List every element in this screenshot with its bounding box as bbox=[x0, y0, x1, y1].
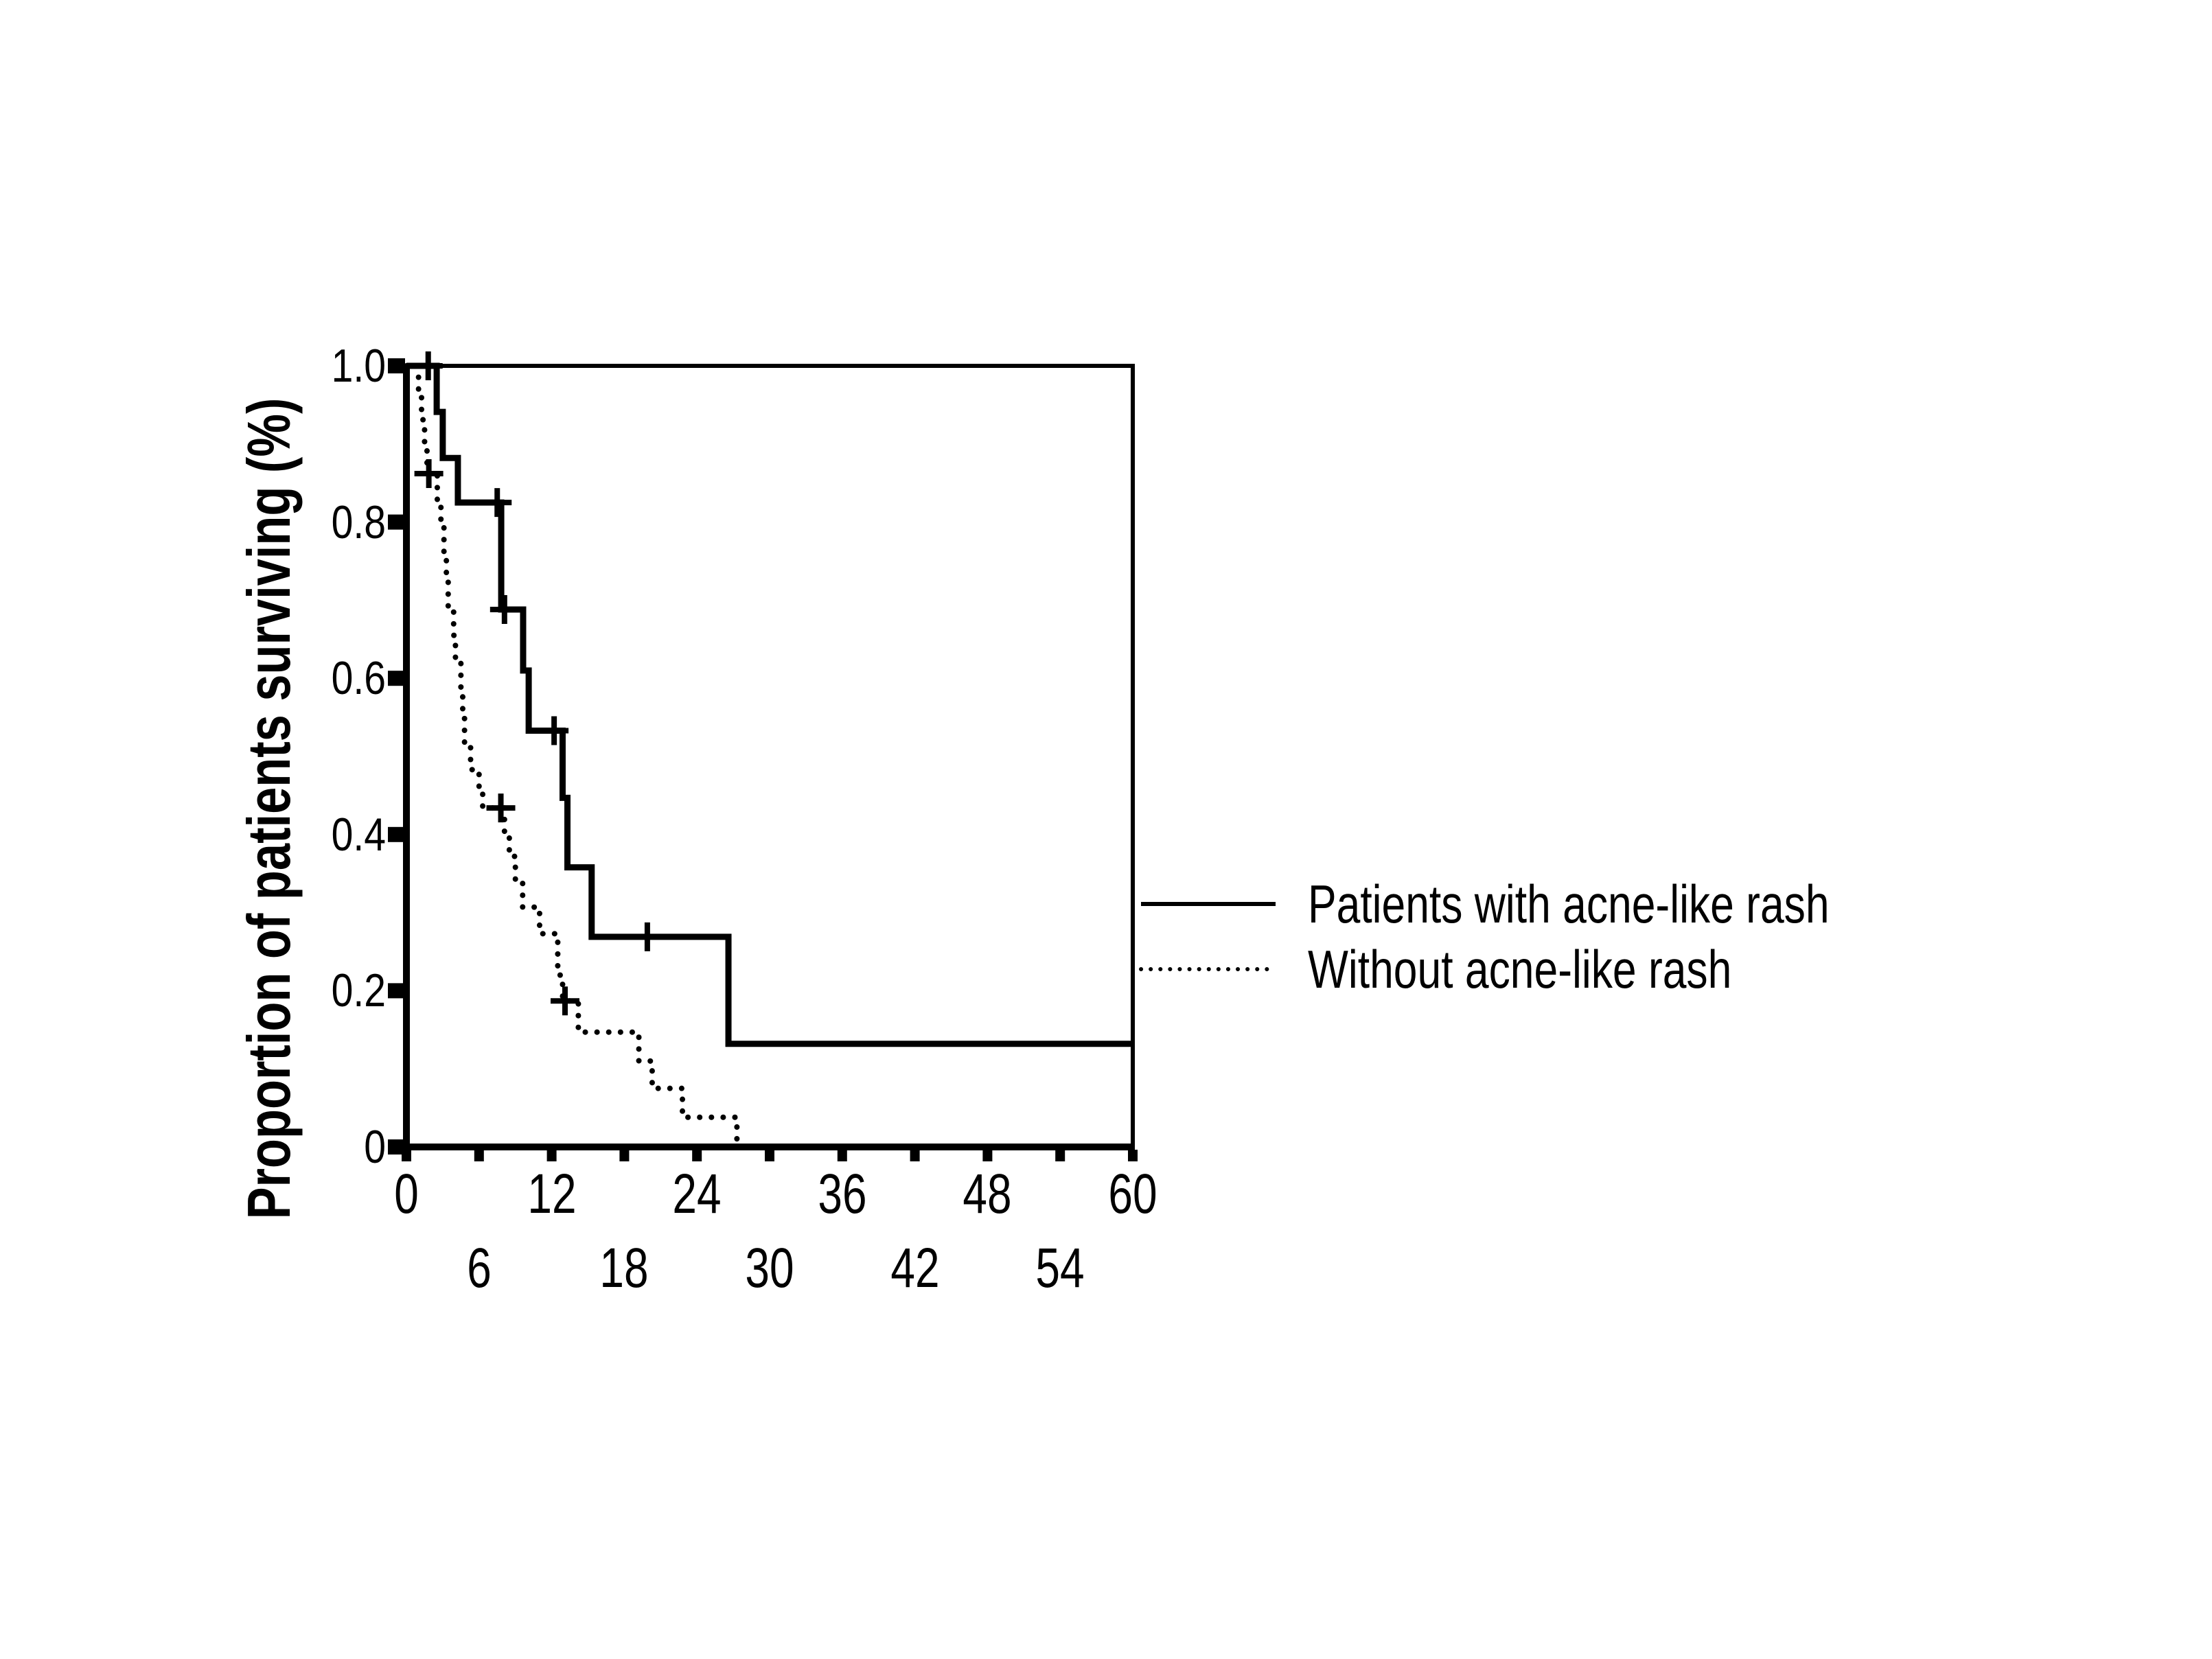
y-tick-label: 0.4 bbox=[331, 808, 386, 861]
x-tick-label: 48 bbox=[963, 1163, 1012, 1225]
y-tick-mark bbox=[388, 358, 405, 373]
x-tick-label: 30 bbox=[745, 1237, 794, 1299]
x-tick-label: 12 bbox=[527, 1163, 577, 1225]
y-tick-mark bbox=[388, 983, 405, 999]
plot-frame bbox=[404, 364, 1135, 1149]
y-tick-mark bbox=[388, 1139, 405, 1155]
y-tick-mark bbox=[388, 514, 405, 530]
x-tick-label: 42 bbox=[890, 1237, 940, 1299]
censor-tick-solid bbox=[489, 595, 519, 625]
x-tick-label: 6 bbox=[467, 1237, 492, 1299]
censor-tick-solid bbox=[632, 922, 662, 951]
x-tick-label: 18 bbox=[599, 1237, 649, 1299]
y-tick-mark bbox=[388, 671, 405, 686]
y-tick-label: 0.2 bbox=[331, 964, 386, 1017]
y-tick-label: 1.0 bbox=[331, 340, 386, 392]
y-tick-label: 0.8 bbox=[331, 496, 386, 548]
legend-item-with-rash-label: Patients with acne-like rash bbox=[1308, 874, 1830, 934]
x-tick-mark bbox=[692, 1150, 702, 1161]
x-tick-label: 54 bbox=[1035, 1237, 1085, 1299]
series-curve-solid bbox=[406, 362, 1133, 1047]
x-tick-mark bbox=[982, 1150, 993, 1161]
x-tick-label: 24 bbox=[672, 1163, 722, 1225]
censor-tick-solid bbox=[540, 716, 569, 745]
y-tick-label: 0 bbox=[364, 1121, 386, 1173]
x-tick-label: 0 bbox=[394, 1163, 419, 1225]
censor-tick-dotted bbox=[550, 986, 579, 1016]
censor-tick-dotted bbox=[414, 459, 443, 489]
censor-tick-solid bbox=[483, 488, 512, 518]
x-tick-mark bbox=[765, 1150, 774, 1161]
x-tick-mark bbox=[1055, 1150, 1065, 1161]
censor-tick-dotted bbox=[486, 793, 516, 823]
x-tick-mark bbox=[546, 1150, 557, 1161]
y-tick-label: 0.6 bbox=[331, 652, 386, 705]
x-tick-mark bbox=[474, 1150, 484, 1161]
x-tick-mark bbox=[837, 1150, 847, 1161]
x-tick-mark bbox=[1128, 1150, 1138, 1161]
x-tick-label: 60 bbox=[1108, 1163, 1157, 1225]
x-tick-mark bbox=[619, 1150, 630, 1161]
legend-item-without-rash-label: Without acne-like rash bbox=[1308, 939, 1732, 999]
x-tick-mark bbox=[402, 1150, 411, 1161]
x-tick-mark bbox=[910, 1150, 920, 1161]
y-tick-mark bbox=[388, 826, 405, 842]
x-tick-label: 36 bbox=[818, 1163, 867, 1225]
